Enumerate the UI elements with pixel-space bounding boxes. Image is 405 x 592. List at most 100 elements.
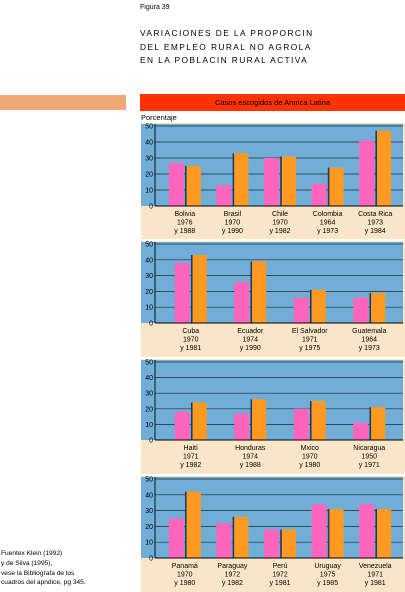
panel-1-tick-label-40: 40 [145,140,153,147]
bar-honduras-second [251,399,267,440]
source-note: Fuentex Klein (1992) y de Silva (1995), … [1,549,86,588]
panel-1-axis-strip [141,124,155,206]
panel-3-tick-label-40: 40 [145,375,153,382]
panel-1-tick-label-0: 0 [149,204,153,211]
category-label-costa-rica-2: y 1984 [365,228,386,235]
bar-paraguay-first [216,523,232,558]
category-label-chile-2: y 1982 [269,228,290,235]
category-label-guatemala-0: Guatemala [352,328,386,335]
category-label-nicaragua-1: 1950 [361,454,377,461]
panel-2-tick-label-50: 50 [145,242,153,249]
subtitle-banner: Casos escogidos de Amrica Latina [140,94,405,111]
bar-hait--second [191,402,207,440]
category-label-brasil-0: Brasil [224,211,242,218]
category-label-costa-rica-0: Costa Rica [358,211,392,218]
panel-2-axis-strip [141,242,155,323]
category-label-bolivia-2: y 1988 [174,228,195,235]
category-label-uruguay-1: 1975 [320,572,336,579]
category-label-hait--1: 1971 [183,454,199,461]
category-label-honduras-1: 1974 [242,454,258,461]
category-label-per--2: y 1981 [269,580,290,587]
category-label-nicaragua-0: Nicaragua [353,445,385,452]
panel-2-tick-label-20: 20 [145,289,153,296]
panel-1-tick-label-50: 50 [145,124,153,131]
panel-4-tick-label-20: 20 [145,524,153,531]
bar-costa-rica-second [376,130,392,206]
panel-1-tick-label-30: 30 [145,156,153,163]
bar-per--first [264,529,279,558]
category-label-per--1: 1972 [272,572,288,579]
category-label-paraguay-2: y 1982 [222,580,243,587]
category-label-bolivia-0: Bolivia [174,211,195,218]
category-label-panam--2: y 1980 [174,580,195,587]
category-label-chile-1: 1970 [272,220,288,227]
category-label-mxico-1: 1970 [302,454,318,461]
category-label-brasil-1: 1970 [225,220,241,227]
category-label-paraguay-1: 1972 [225,572,241,579]
panel-3-axis-strip [141,360,155,440]
category-label-uruguay-2: y 1985 [317,580,338,587]
category-label-colombia-2: y 1973 [317,228,338,235]
panel-2-tick-label-40: 40 [145,257,153,264]
category-label-uruguay-0: Uruguay [314,563,341,570]
bar-ecuador-first [234,281,250,323]
bar-brasil-first [216,185,232,206]
panel-4-tick-label-40: 40 [145,492,153,499]
category-label-venezuela-2: y 1981 [365,580,386,587]
panel-3-tick-label-30: 30 [145,391,153,398]
panel-4-tick-label-10: 10 [145,540,153,547]
bar-colombia-second [328,167,344,206]
category-label-cuba-0: Cuba [182,328,199,335]
title-line-2: DEL EMPLEO RURAL NO AGROLA [140,41,312,52]
bar-venezuela-first [359,504,375,558]
panel-2-tick-label-10: 10 [145,305,153,312]
panel-3-tick-label-50: 50 [145,360,153,367]
category-label-ecuador-1: 1974 [242,337,258,344]
bar-hait--first [174,411,190,440]
category-label-paraguay-0: Paraguay [217,563,247,570]
category-label-hait--2: y 1982 [180,462,201,469]
category-label-colombia-1: 1964 [320,220,336,227]
source-line-4: cuadros del apndice, pg 345. [1,579,86,587]
category-label-el-salvador-1: 1971 [302,337,318,344]
panel-4-axis-strip [141,477,155,558]
category-label-per--0: Perú [273,563,288,570]
category-label-guatemala-1: 1964 [361,337,377,344]
panel-1-tick-label-20: 20 [145,172,153,179]
accent-bar [0,95,126,110]
panel-3-tick-label-10: 10 [145,422,153,429]
bar-uruguay-first [311,504,327,558]
bar-el-salvador-second [310,289,326,323]
panel-4-tick-label-0: 0 [149,556,153,563]
bar-brasil-second [233,153,249,206]
bar-bolivia-first [168,162,184,206]
bar-mxico-second [310,401,326,440]
bar-panam--second [185,491,201,558]
category-label-honduras-2: y 1988 [240,462,261,469]
bar-guatemala-first [353,297,369,323]
bar-mxico-first [293,408,309,440]
category-label-cuba-2: y 1981 [180,345,201,352]
bar-cuba-first [174,262,190,323]
bar-bolivia-second [185,166,201,206]
bar-el-salvador-first [293,297,309,323]
panel-2-tick-label-30: 30 [145,273,153,280]
figure-label: Figura 39 [140,4,170,11]
bar-chile-first [264,158,279,206]
category-label-nicaragua-2: y 1971 [359,462,380,469]
y-axis-label: Porcentaje [141,113,177,122]
category-label-guatemala-2: y 1973 [359,345,380,352]
chart-title: VARIACIONES DE LA PROPORCIN DEL EMPLEO R… [140,27,314,68]
bar-nicaragua-first [353,422,369,440]
category-label-brasil-2: y 1990 [222,228,243,235]
panel-3-tick-label-0: 0 [149,438,153,445]
bar-paraguay-second [233,516,249,558]
panel-1-tick-label-10: 10 [145,188,153,195]
panel-3-tick-label-20: 20 [145,406,153,413]
category-label-chile-0: Chile [272,211,288,218]
bar-colombia-first [311,183,327,206]
panel-4-tick-label-30: 30 [145,508,153,515]
category-label-panam--1: 1970 [177,572,193,579]
bar-costa-rica-first [359,140,375,206]
